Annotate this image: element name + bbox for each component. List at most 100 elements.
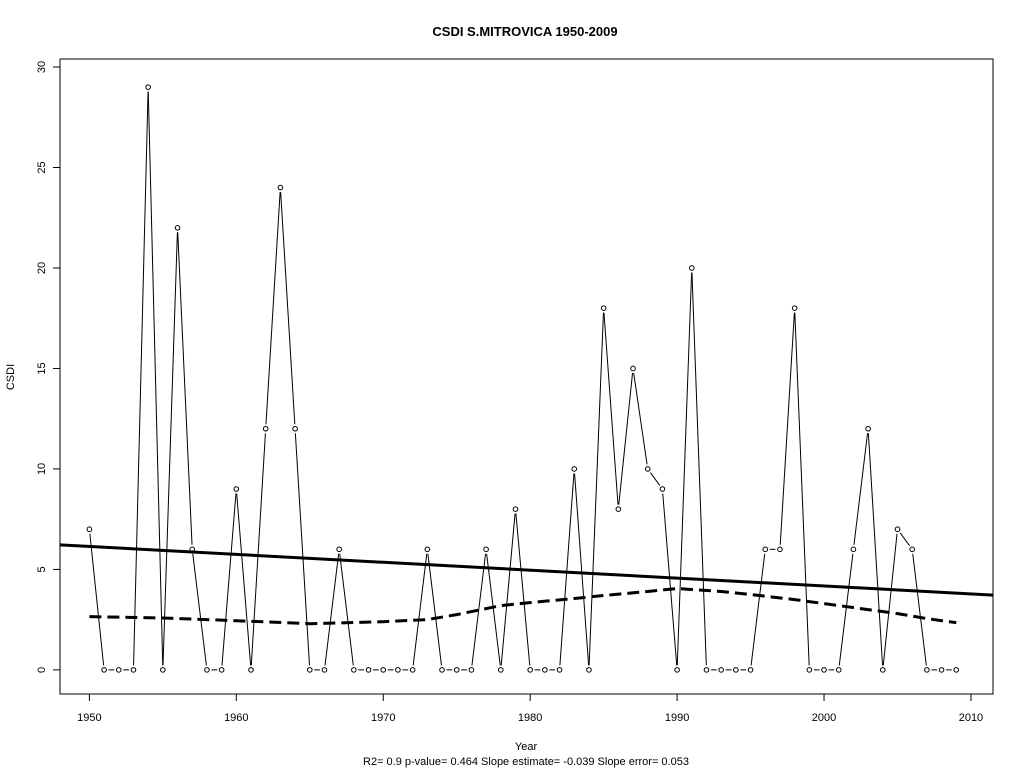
data-point — [733, 667, 739, 673]
y-tick-label: 20 — [36, 262, 48, 274]
data-point — [703, 667, 710, 673]
data-point — [204, 667, 210, 673]
series-segment — [162, 232, 178, 666]
series-segment — [603, 312, 619, 505]
data-point — [909, 546, 915, 553]
data-point — [894, 526, 901, 533]
series-segment — [649, 472, 661, 486]
y-axis: 0 5 10 15 20 25 30 — [36, 61, 60, 673]
data-point — [747, 667, 754, 673]
data-point — [292, 425, 298, 432]
data-point — [865, 425, 871, 432]
data-point — [248, 667, 254, 673]
series-segment — [236, 493, 252, 666]
series-segment — [588, 312, 604, 666]
data-point — [101, 667, 107, 673]
y-tick-label: 15 — [36, 362, 48, 374]
data-point — [86, 526, 93, 533]
data-point — [806, 667, 813, 673]
series-segment — [280, 192, 296, 425]
series-segment — [691, 272, 707, 666]
smooth-line — [89, 587, 957, 626]
data-point — [497, 667, 504, 673]
series-layer — [59, 84, 994, 673]
data-point — [644, 466, 651, 472]
data-point — [424, 546, 431, 553]
data-point — [791, 305, 798, 311]
y-tick-label: 10 — [36, 463, 48, 475]
data-point — [630, 365, 636, 372]
x-tick-label: 1980 — [518, 712, 542, 724]
chart-title: CSDI S.MITROVICA 1950-2009 — [432, 24, 617, 39]
data-point — [762, 546, 769, 553]
data-point — [615, 506, 622, 512]
series-segment — [147, 91, 164, 666]
data-point — [483, 546, 489, 553]
y-tick-label: 30 — [36, 61, 48, 73]
data-point — [439, 667, 445, 673]
data-point — [821, 667, 827, 673]
x-axis: 1950 1960 1970 1980 1990 2000 2010 — [77, 694, 983, 724]
series-segment — [882, 533, 898, 666]
data-point — [512, 506, 519, 512]
series-segment — [676, 272, 693, 666]
series-segment — [779, 312, 795, 545]
series-segment — [559, 473, 575, 666]
y-tick-label: 25 — [36, 161, 48, 173]
series-segment — [324, 553, 340, 666]
x-axis-label: Year — [515, 741, 538, 753]
series-segment — [133, 91, 149, 666]
series-segment — [265, 192, 281, 425]
series-segment — [750, 553, 766, 666]
x-tick-label: 1960 — [224, 712, 248, 724]
series-segment — [867, 433, 884, 666]
series-segment — [838, 553, 854, 666]
series-segment — [618, 372, 634, 505]
data-point — [527, 667, 533, 673]
series-segment — [500, 513, 516, 666]
plot-frame — [59, 58, 994, 695]
data-point — [542, 667, 548, 673]
x-tick-label: 1970 — [371, 712, 395, 724]
data-point — [659, 486, 666, 492]
data-point — [336, 546, 342, 553]
data-point — [351, 667, 357, 673]
series-segment — [339, 553, 354, 666]
trend-line — [59, 543, 994, 597]
data-point — [718, 667, 724, 673]
y-tick-label: 5 — [36, 566, 48, 572]
data-point — [674, 667, 680, 673]
data-point — [306, 667, 313, 673]
series-segment — [89, 533, 105, 666]
data-point — [468, 667, 475, 673]
y-tick-label: 0 — [36, 667, 48, 673]
data-point — [600, 305, 607, 311]
data-point — [115, 667, 122, 673]
data-point — [938, 667, 945, 673]
x-tick-label: 1950 — [77, 712, 101, 724]
data-point — [688, 265, 695, 271]
data-point — [409, 667, 416, 673]
data-point — [145, 84, 151, 90]
data-point — [218, 667, 225, 673]
series-segment — [912, 553, 927, 666]
data-point — [395, 667, 401, 673]
data-point — [835, 667, 842, 673]
data-point — [262, 425, 269, 432]
data-point — [556, 667, 563, 673]
series-segment — [412, 553, 428, 666]
data-point — [277, 184, 284, 191]
series-segment — [662, 493, 678, 666]
stats-footer: R2= 0.9 p-value= 0.464 Slope estimate= -… — [363, 756, 689, 768]
data-point — [586, 667, 592, 673]
series-segment — [574, 473, 590, 666]
data-point — [953, 667, 960, 673]
series-segment — [192, 553, 207, 666]
series-segment — [471, 553, 487, 666]
data-point — [174, 224, 181, 231]
series-segment — [221, 493, 237, 666]
data-point — [321, 667, 328, 673]
series-segment — [794, 312, 810, 666]
series-segment — [515, 513, 531, 666]
